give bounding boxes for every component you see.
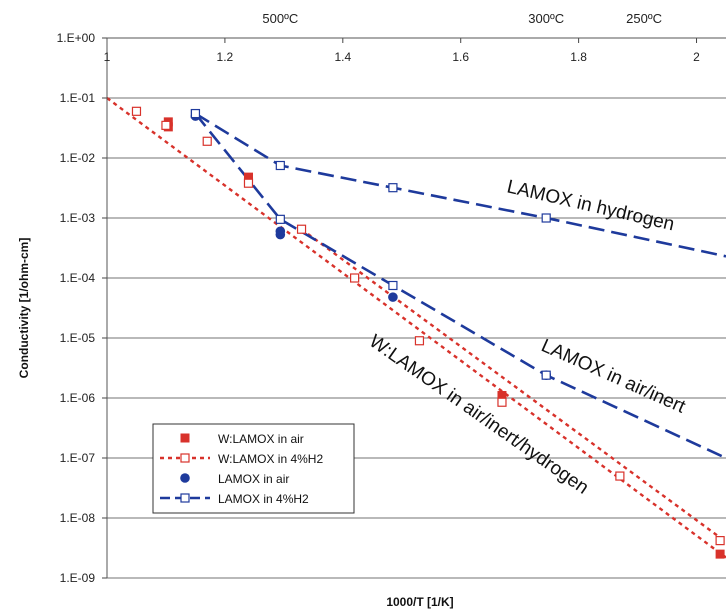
- x-axis-label: 1000/T [1/K]: [386, 595, 453, 609]
- y-tick-label: 1.E-06: [60, 391, 96, 405]
- data-point: [161, 120, 171, 130]
- data-point: [131, 106, 142, 116]
- trend-line: [194, 112, 726, 258]
- legend: W:LAMOX in air W:LAMOX in 4%H2 LAMOX in …: [152, 423, 355, 514]
- data-markers: [131, 106, 725, 559]
- x-tick-label: 1.8: [570, 50, 587, 64]
- y-tick-label: 1.E+00: [57, 31, 96, 45]
- data-point: [715, 549, 725, 559]
- y-tick-label: 1.E-09: [60, 571, 96, 585]
- data-point: [275, 214, 285, 224]
- y-tick-label: 1.E-08: [60, 511, 96, 525]
- data-point: [541, 370, 551, 380]
- data-point: [190, 108, 201, 119]
- x-tick-label: 1.6: [452, 50, 469, 64]
- data-point: [414, 336, 425, 346]
- horizontal-gridlines: [102, 37, 726, 579]
- data-point: [275, 160, 285, 171]
- data-point: [388, 183, 398, 193]
- data-point: [715, 536, 725, 546]
- legend-marker: [180, 473, 190, 483]
- x-tick-label: 2: [693, 50, 700, 64]
- data-point: [388, 280, 398, 291]
- legend-marker: [180, 493, 190, 503]
- temperature-label: 250ºC: [626, 11, 662, 26]
- y-tick-label: 1.E-04: [60, 271, 96, 285]
- temperature-label: 300ºC: [528, 11, 564, 26]
- y-tick-label: 1.E-02: [60, 151, 96, 165]
- x-tick-label: 1.2: [217, 50, 234, 64]
- legend-marker: [180, 433, 190, 443]
- trend-line: [106, 97, 726, 559]
- x-tick-labels: 1 1.2 1.4 1.6 1.8 2: [104, 50, 701, 64]
- data-point: [296, 224, 307, 234]
- trend-line: [300, 228, 726, 543]
- legend-label-wlamox-h2: W:LAMOX in 4%H2: [218, 452, 323, 466]
- legend-label-lamox-h2: LAMOX in 4%H2: [218, 492, 309, 506]
- y-tick-labels: 1.E+00 1.E-01 1.E-02 1.E-03 1.E-04 1.E-05 1.E-…: [57, 31, 96, 585]
- legend-label-wlamox-air: W:LAMOX in air: [218, 432, 304, 446]
- y-tick-label: 1.E-05: [60, 331, 96, 345]
- legend-marker: [180, 453, 190, 463]
- data-point: [275, 229, 286, 240]
- x-tick-label: 1.4: [334, 50, 351, 64]
- temperature-labels: 500ºC 300ºC 250ºC: [262, 11, 662, 26]
- data-point: [541, 213, 551, 223]
- trend-line: [194, 112, 726, 460]
- legend-label-lamox-air: LAMOX in air: [218, 472, 289, 486]
- y-tick-label: 1.E-03: [60, 211, 96, 225]
- data-point: [388, 292, 398, 302]
- y-axis-label: Conductivity [1/ohm-cm]: [17, 238, 31, 379]
- y-tick-label: 1.E-07: [60, 451, 96, 465]
- temperature-label: 500ºC: [262, 11, 298, 26]
- data-point: [497, 391, 507, 401]
- y-tick-label: 1.E-01: [60, 91, 96, 105]
- data-point: [243, 178, 254, 188]
- data-point: [202, 136, 212, 146]
- data-point: [615, 471, 625, 481]
- x-tick-label: 1: [104, 50, 111, 64]
- data-point: [497, 397, 507, 407]
- data-point: [350, 273, 360, 283]
- data-point: [243, 172, 253, 182]
